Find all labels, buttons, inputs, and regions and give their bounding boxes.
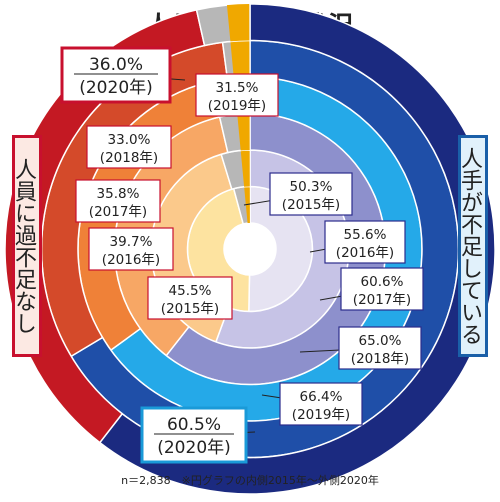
data-label-year: (2016年) (336, 245, 394, 261)
data-label-box (75, 179, 161, 223)
ring-marker-2019年 (230, 40, 250, 78)
data-label-year: (2020年) (157, 438, 231, 458)
data-label-box (60, 46, 172, 104)
data-label-year: (2019年) (292, 407, 350, 423)
data-label-value: 35.8% (97, 186, 140, 202)
data-label-value: 60.6% (361, 274, 404, 290)
data-label-year: (2019年) (208, 98, 266, 114)
footnote: n＝2,838 ※円グラフの内側2015年～外側2020年 (121, 474, 379, 487)
donut-hole (224, 223, 276, 275)
data-label-year: (2020年) (79, 78, 153, 98)
data-label-value: 55.6% (344, 227, 387, 243)
data-label-value: 50.3% (290, 179, 333, 195)
data-label-year: (2015年) (161, 301, 219, 317)
data-label-year: (2016年) (102, 252, 160, 268)
data-label-box (338, 326, 422, 370)
data-label-box (279, 382, 363, 426)
data-label-value: 31.5% (216, 80, 259, 96)
data-label-year: (2018年) (100, 150, 158, 166)
ring-marker-2020年 (226, 4, 250, 42)
legend-no-shortage: 人員に過不足なし (11, 135, 42, 357)
data-label-box (269, 172, 353, 216)
data-label-year: (2017年) (353, 292, 411, 308)
data-label-value: 45.5% (169, 283, 212, 299)
data-label-box (340, 267, 424, 311)
data-label-year: (2015年) (282, 197, 340, 213)
data-label-value: 65.0% (359, 333, 402, 349)
data-label-box (86, 125, 172, 169)
data-label-value: 60.5% (167, 415, 221, 435)
data-label-box (88, 227, 174, 271)
data-label-box (147, 276, 233, 320)
data-label-box (195, 73, 279, 117)
legend-shortage: 人手が不足している (457, 135, 488, 357)
data-label-box (324, 220, 406, 264)
data-label-year: (2017年) (89, 204, 147, 220)
data-label-value: 39.7% (110, 234, 153, 250)
data-label-value: 36.0% (89, 55, 143, 75)
data-label-box (140, 406, 248, 464)
data-label-year: (2018年) (351, 351, 409, 367)
ring-marker-2017年 (237, 113, 250, 151)
data-label-value: 33.0% (108, 132, 151, 148)
ring-marker-2016年 (240, 150, 250, 187)
data-label-value: 66.4% (300, 389, 343, 405)
